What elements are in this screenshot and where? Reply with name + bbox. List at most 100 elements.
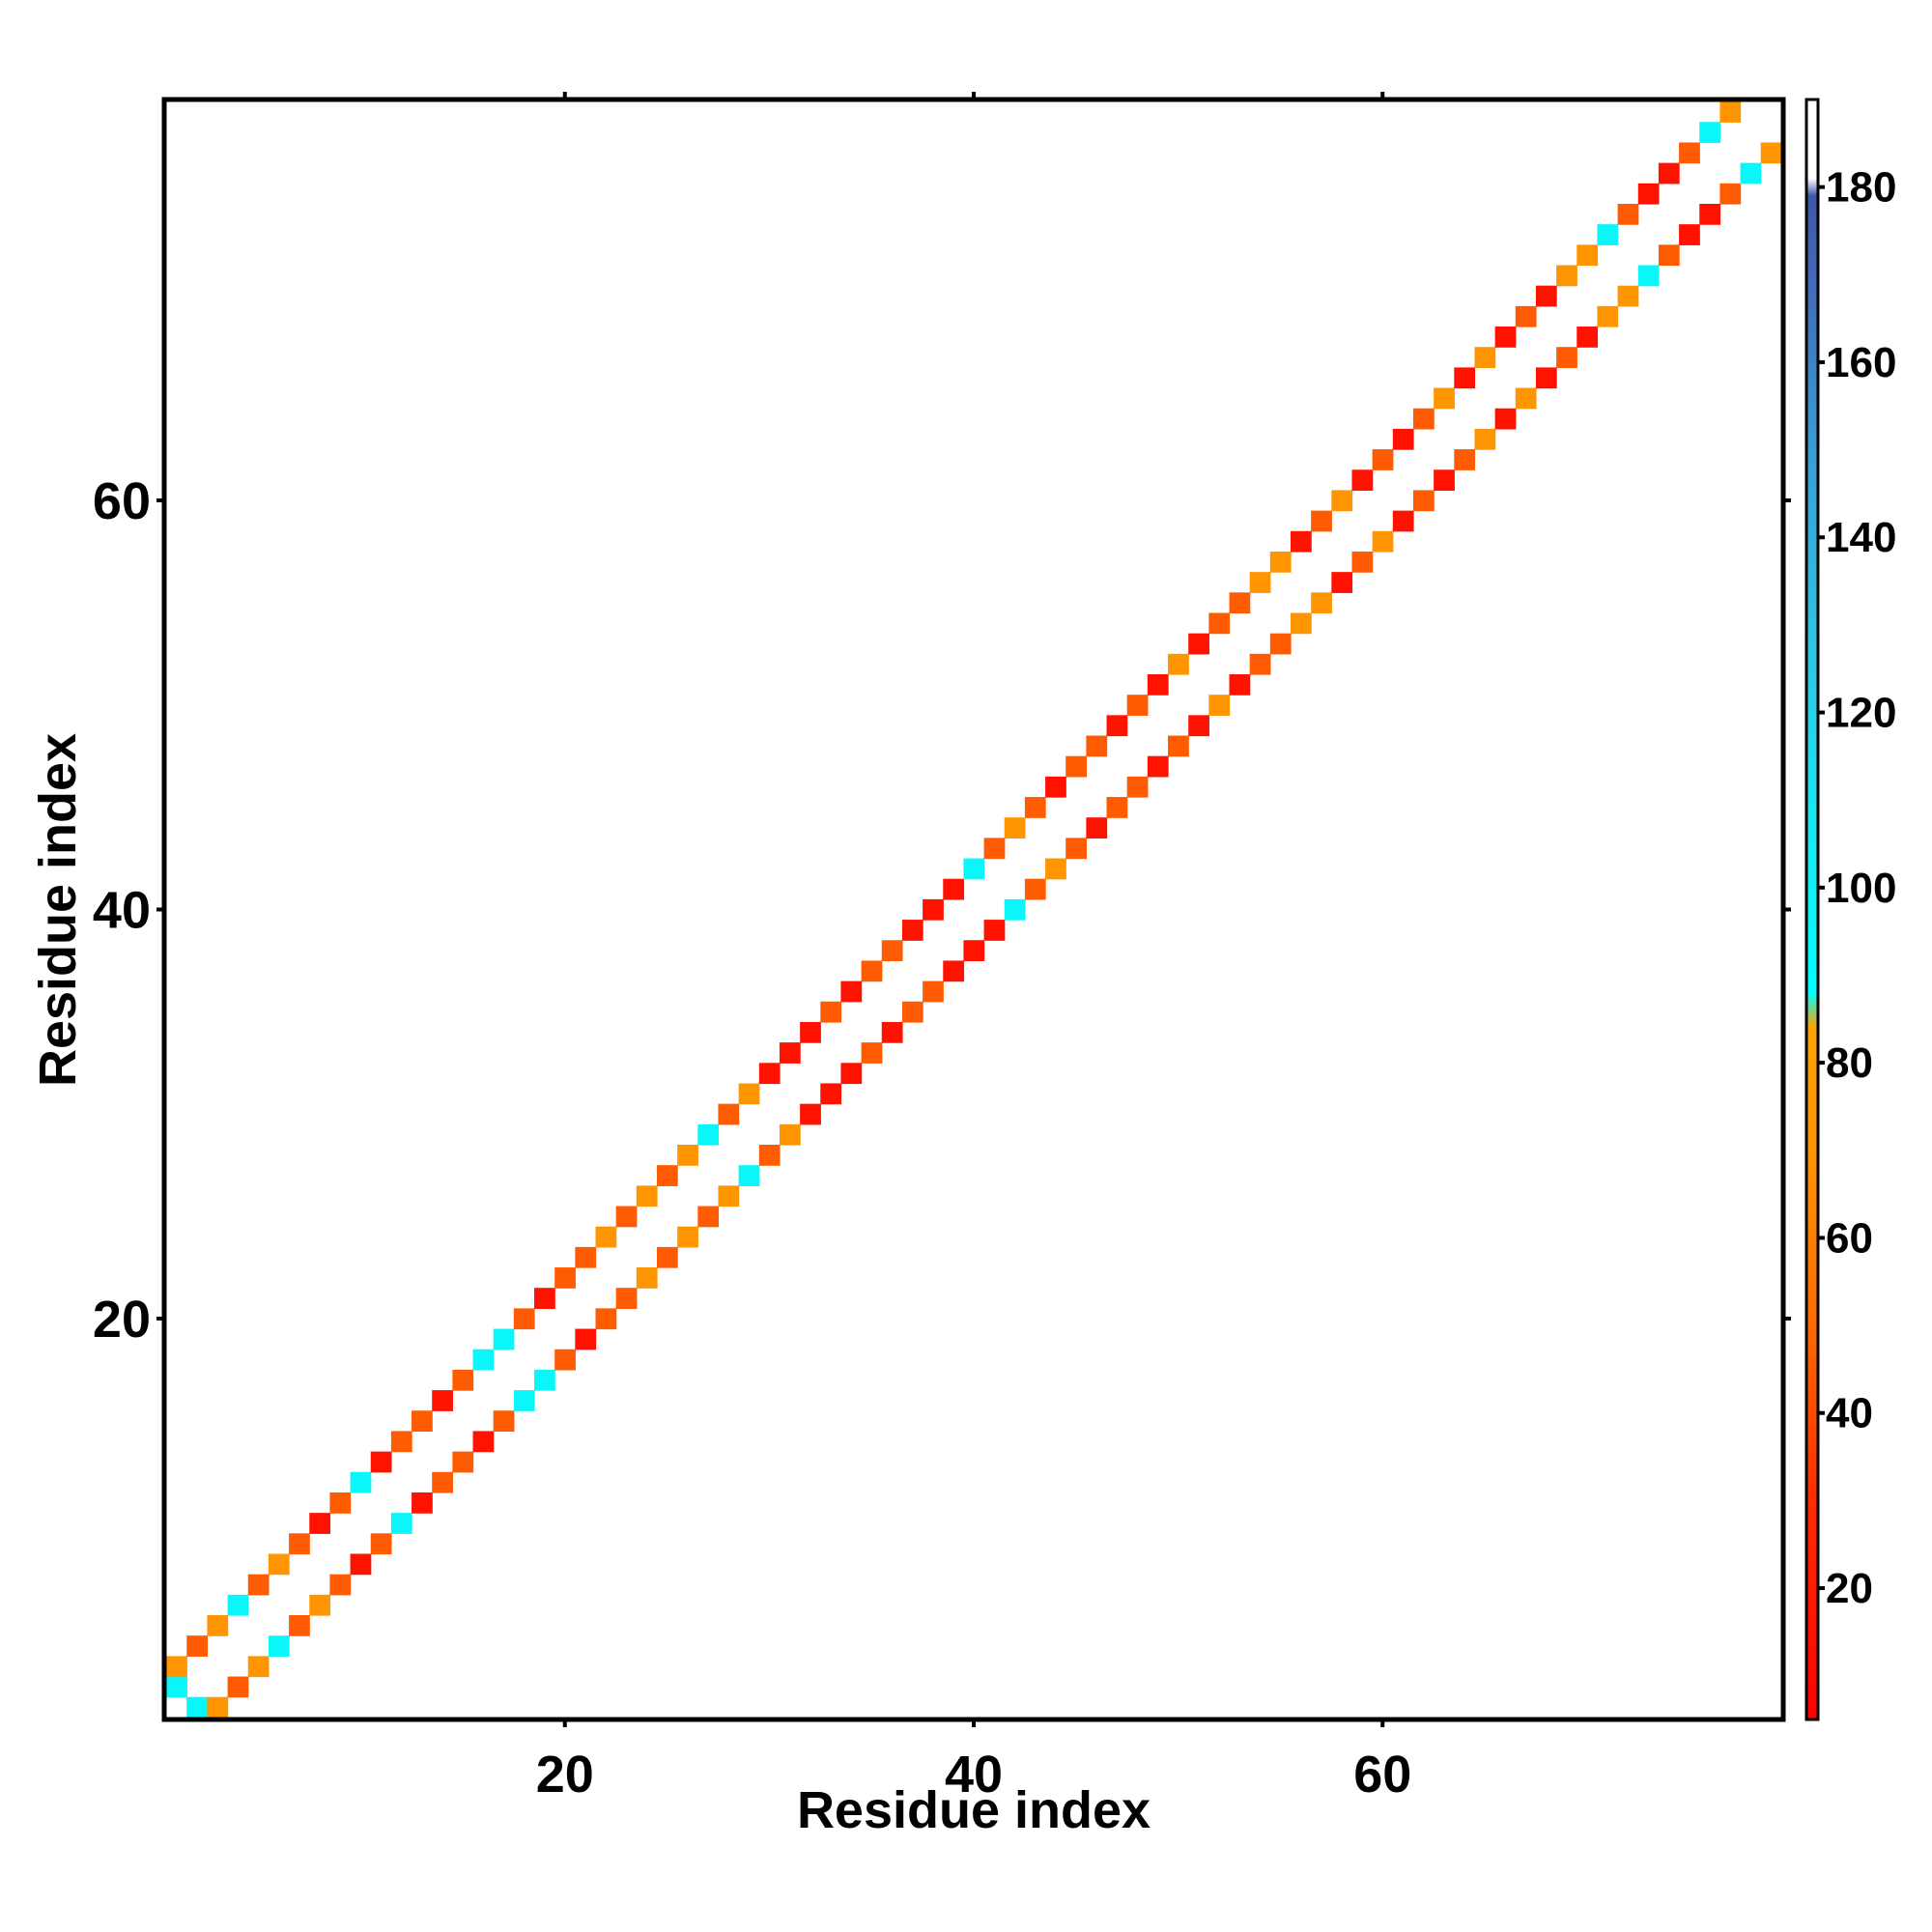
heatmap-cell <box>636 1267 658 1289</box>
heatmap-cell <box>1351 551 1374 573</box>
heatmap-cell <box>472 1349 495 1371</box>
heatmap-cell <box>412 1492 433 1514</box>
heatmap-cell <box>1637 183 1660 205</box>
heatmap-cell <box>432 1471 453 1493</box>
heatmap-cell <box>247 1656 270 1678</box>
heatmap-cell <box>983 838 1006 860</box>
heatmap-cell <box>1556 347 1577 368</box>
colorbar-tick-label: 60 <box>1826 1214 1873 1262</box>
x-axis-title: Residue index <box>797 1781 1151 1839</box>
heatmap-cell <box>513 1308 535 1330</box>
heatmap-cell <box>166 1656 187 1678</box>
heatmap-cell <box>615 1206 638 1228</box>
heatmap-cell <box>329 1574 352 1596</box>
colorbar-tick-label: 160 <box>1826 339 1896 386</box>
heatmap-cell <box>1597 224 1619 245</box>
heatmap-cell <box>943 960 965 982</box>
heatmap-cell <box>963 858 985 880</box>
heatmap-cell <box>1024 797 1046 818</box>
heatmap-cell <box>207 1615 229 1636</box>
heatmap-cell <box>1454 367 1476 389</box>
heatmap-cell <box>1699 122 1720 144</box>
heatmap-cell <box>1597 305 1619 327</box>
heatmap-cell <box>370 1533 392 1555</box>
heatmap-cell <box>1474 347 1496 368</box>
heatmap-cell <box>309 1594 331 1616</box>
heatmap-cell <box>1311 510 1332 532</box>
heatmap-cell <box>738 1083 760 1105</box>
heatmap-cell <box>718 1103 740 1125</box>
heatmap-cell <box>595 1226 617 1248</box>
y-axis-ticks: 20 40 60 <box>93 472 1791 1349</box>
heatmap-cell <box>595 1308 617 1330</box>
heatmap-cell <box>247 1574 270 1596</box>
heatmap-cell <box>923 898 944 921</box>
heatmap-cell <box>1188 633 1209 655</box>
heatmap-cell <box>1679 224 1700 245</box>
heatmap-cell <box>289 1615 310 1636</box>
heatmap-cell <box>861 960 883 982</box>
heatmap-cell <box>840 980 863 1003</box>
heatmap-cell <box>1024 878 1046 900</box>
heatmap-cell <box>779 1042 801 1064</box>
heatmap-cell <box>1126 695 1149 716</box>
x-tick-label: 60 <box>1353 1746 1411 1804</box>
heatmap-cell <box>1535 367 1557 389</box>
heatmap-cell <box>1515 387 1537 410</box>
heatmap-cell <box>800 1021 821 1043</box>
heatmap-cell <box>1577 244 1599 267</box>
heatmap-cell <box>677 1145 698 1166</box>
heatmap-cell <box>166 1676 187 1698</box>
x-tick-label: 20 <box>536 1746 594 1804</box>
heatmap-cell <box>923 980 944 1003</box>
heatmap-cell <box>861 1042 883 1064</box>
heatmap-cell <box>412 1410 433 1433</box>
heatmap-cell <box>1249 572 1271 593</box>
heatmap-cell <box>697 1206 720 1228</box>
heatmap-cell <box>309 1513 331 1534</box>
heatmap-cell <box>1740 162 1762 185</box>
heatmap-cell <box>1637 265 1660 287</box>
heatmap-cell <box>350 1553 372 1576</box>
heatmap-cell <box>1147 755 1169 778</box>
heatmap-cell <box>1617 203 1639 225</box>
heatmap-cell <box>779 1123 801 1146</box>
heatmap-cell <box>493 1328 515 1350</box>
heatmap-cell <box>186 1635 209 1657</box>
heatmap-cell <box>697 1123 720 1146</box>
heatmap-cell <box>534 1288 555 1309</box>
colorbar-tick-label: 180 <box>1826 164 1896 212</box>
colorbar-tick-label: 80 <box>1826 1039 1873 1087</box>
heatmap-cell <box>1494 327 1517 348</box>
heatmap-cell <box>1106 715 1128 737</box>
heatmap-cell <box>1760 142 1782 164</box>
heatmap-cell <box>1004 898 1026 921</box>
heatmap-cell <box>1291 612 1312 635</box>
heatmap-cell <box>1392 428 1414 450</box>
heatmap-cell <box>289 1533 310 1555</box>
heatmap-cell <box>1168 653 1189 675</box>
heatmap-cell <box>1126 776 1149 798</box>
heatmap-cell <box>656 1246 678 1268</box>
heatmap-cell <box>677 1226 698 1248</box>
heatmap-cell <box>554 1349 576 1371</box>
heatmap-cell <box>758 1145 781 1166</box>
y-axis-title: Residue index <box>29 733 87 1087</box>
heatmap-cell <box>1372 530 1394 553</box>
heatmap-cell <box>983 920 1006 941</box>
heatmap-cell <box>1229 674 1251 696</box>
colorbar-tick-label: 140 <box>1826 514 1896 561</box>
colorbar-ticks: 20 40 60 80 100 120 140 160 180 <box>1818 164 1896 1612</box>
heatmap-cell <box>1577 327 1599 348</box>
heatmap-cell <box>1147 674 1169 696</box>
heatmap-cell <box>1679 142 1700 164</box>
y-tick-label: 40 <box>93 882 151 940</box>
heatmap-cell <box>493 1410 515 1433</box>
heatmap-cell <box>1412 490 1435 512</box>
heatmap-cell <box>534 1369 555 1391</box>
heatmap-cell <box>1494 408 1517 430</box>
heatmap-cell <box>370 1451 392 1473</box>
heatmap-cell <box>1474 428 1496 450</box>
heatmap-cell <box>943 878 965 900</box>
